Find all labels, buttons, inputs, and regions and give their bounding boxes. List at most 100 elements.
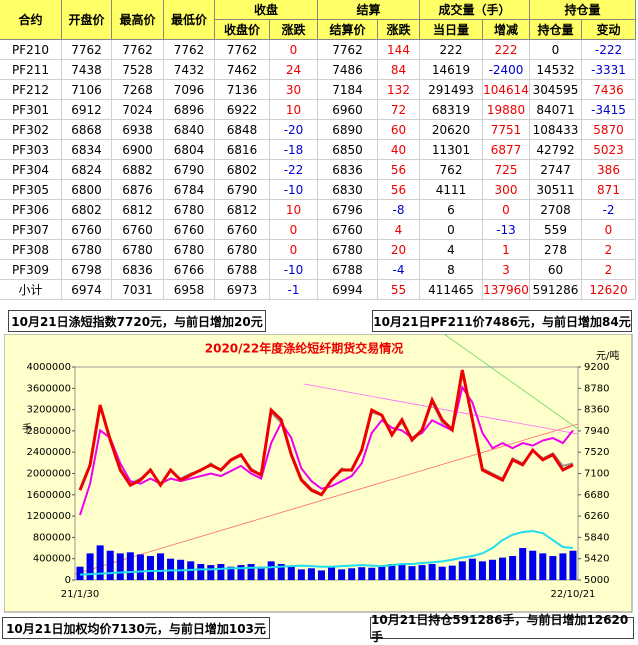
header-cell: 最高价 xyxy=(112,0,164,40)
y-tick-label: 2400000 xyxy=(26,447,71,458)
bar xyxy=(418,565,426,580)
bar xyxy=(146,556,154,580)
bar xyxy=(499,557,507,580)
cell: 6974 xyxy=(62,280,112,300)
y-unit: 手 xyxy=(22,422,32,435)
bar xyxy=(96,545,104,580)
cell: 0 xyxy=(270,240,318,260)
y2-tick-label: 7520 xyxy=(584,447,609,458)
header-cell: 变动 xyxy=(582,20,636,40)
bar xyxy=(529,550,537,580)
cell: 84 xyxy=(378,60,420,80)
y-tick-label: 0 xyxy=(65,575,71,586)
header-cell: 当日量 xyxy=(420,20,483,40)
cell: 6816 xyxy=(215,140,270,160)
cell: 4 xyxy=(378,220,420,240)
cell: 4111 xyxy=(420,180,483,200)
y-tick-label: 800000 xyxy=(33,532,71,543)
cell: 7762 xyxy=(112,40,164,60)
header-cell: 增减 xyxy=(483,20,530,40)
line xyxy=(79,529,574,576)
bar xyxy=(368,567,376,580)
bar xyxy=(519,548,527,580)
bar xyxy=(76,566,84,580)
cell: 411465 xyxy=(420,280,483,300)
cell: 6882 xyxy=(112,160,164,180)
cell: 60 xyxy=(378,120,420,140)
header-cell: 合约 xyxy=(0,0,62,40)
chart-title: 2020/22年度涤纶短纤期货交易情况 xyxy=(205,341,403,356)
cell: 19880 xyxy=(483,100,530,120)
cell: 60 xyxy=(530,260,582,280)
bar xyxy=(549,556,557,580)
header-cell: 持仓量 xyxy=(530,20,582,40)
cell: 6780 xyxy=(112,240,164,260)
cell: 7438 xyxy=(62,60,112,80)
cell: -13 xyxy=(483,220,530,240)
cell: 4 xyxy=(420,240,483,260)
cell: 7436 xyxy=(582,80,636,100)
cell: 6804 xyxy=(164,140,215,160)
cell: 137960 xyxy=(483,280,530,300)
bar xyxy=(307,568,315,580)
cell: 7024 xyxy=(112,100,164,120)
cell: 6994 xyxy=(318,280,378,300)
y-tick-label: 3200000 xyxy=(26,405,71,416)
bar xyxy=(569,550,577,580)
cell: PF305 xyxy=(0,180,62,200)
cell: 0 xyxy=(582,220,636,240)
bar xyxy=(478,561,486,580)
cell: -10 xyxy=(270,180,318,200)
header-cell: 成交量（手） xyxy=(420,0,530,20)
cell: 6812 xyxy=(112,200,164,220)
cell: -8 xyxy=(378,200,420,220)
header-cell: 涨跌 xyxy=(270,20,318,40)
y-tick-label: 1200000 xyxy=(26,511,71,522)
header-cell: 涨跌 xyxy=(378,20,420,40)
cell: 42792 xyxy=(530,140,582,160)
cell: 7096 xyxy=(164,80,215,100)
cell: 6780 xyxy=(318,240,378,260)
cell: 0 xyxy=(270,40,318,60)
cell: PF210 xyxy=(0,40,62,60)
cell: 6973 xyxy=(215,280,270,300)
cell: 6780 xyxy=(164,200,215,220)
cell: 7184 xyxy=(318,80,378,100)
cell: PF302 xyxy=(0,120,62,140)
y2-tick-label: 8360 xyxy=(584,405,609,416)
cell: 3 xyxy=(483,260,530,280)
cell: 104614 xyxy=(483,80,530,100)
bar xyxy=(197,564,205,580)
cell: 6960 xyxy=(318,100,378,120)
y-tick-label: 2800000 xyxy=(26,426,71,437)
cell: PF211 xyxy=(0,60,62,80)
cell: 6788 xyxy=(215,260,270,280)
cell: -1 xyxy=(270,280,318,300)
bar xyxy=(237,565,245,580)
y-tick-label: 400000 xyxy=(33,554,71,565)
y2-tick-label: 7940 xyxy=(584,426,609,437)
cell: 56 xyxy=(378,180,420,200)
cell: 6830 xyxy=(318,180,378,200)
bar xyxy=(207,565,215,580)
banner: 10月21日PF211价7486元，与前日增加84元 xyxy=(372,310,632,332)
cell: 7106 xyxy=(62,80,112,100)
y-tick-label: 3600000 xyxy=(26,383,71,394)
cell: 40 xyxy=(378,140,420,160)
bar xyxy=(539,553,547,580)
cell: 6836 xyxy=(318,160,378,180)
bar xyxy=(509,556,517,580)
cell: 7762 xyxy=(318,40,378,60)
cell: 5023 xyxy=(582,140,636,160)
y-tick-label: 4000000 xyxy=(26,362,71,373)
cell: 6798 xyxy=(62,260,112,280)
cell: 0 xyxy=(420,220,483,240)
y2-tick-label: 9200 xyxy=(584,362,609,373)
bar xyxy=(348,568,356,580)
cell: 6790 xyxy=(215,180,270,200)
cell: 291493 xyxy=(420,80,483,100)
cell: 300 xyxy=(483,180,530,200)
cell: 7762 xyxy=(164,40,215,60)
cell: -22 xyxy=(270,160,318,180)
cell: 304595 xyxy=(530,80,582,100)
